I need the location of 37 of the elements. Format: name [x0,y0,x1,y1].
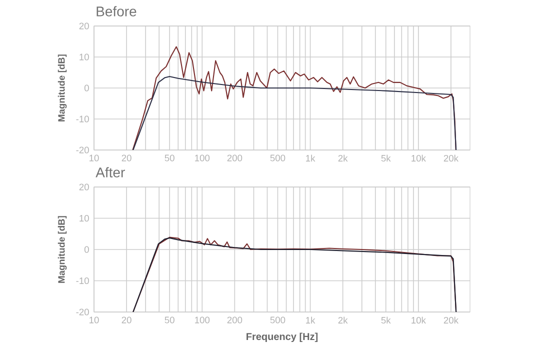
x-tick-label: 20 [122,154,132,162]
y-tick-label: -20 [76,308,89,316]
x-tick-label: 5k [381,154,391,162]
x-tick-label: 200 [227,154,242,162]
y-tick-label: 20 [79,22,89,30]
x-tick-label: 50 [164,154,174,162]
y-tick-label: 10 [80,214,89,222]
y-tick-label: -10 [76,277,89,284]
x-tick-label: 1k [306,154,316,162]
x-tick-label: 10k [412,316,426,324]
x-tick-label: 2k [338,316,348,324]
x-tick-label: 10k [412,154,426,162]
y-axis-title: Magnitude [dB] [58,216,67,283]
x-tick-label: 200 [227,316,242,324]
y-tick-label: 10 [80,54,89,60]
x-tick-label: 50 [164,316,174,324]
x-tick-label: 20 [122,316,132,324]
x-tick-label: 100 [195,154,210,162]
x-tick-label: 20k [444,154,458,162]
y-tick-label: 20 [79,184,89,190]
x-tick-label: 1k [306,316,316,324]
chart-title: Before [96,6,136,16]
y-tick-label: -10 [76,116,89,122]
x-tick-label: 5k [381,316,391,324]
x-tick-label: 2k [338,154,348,162]
x-tick-label: 500 [270,154,286,162]
x-axis-title: Frequency [Hz] [246,332,318,342]
x-tick-label: 20k [444,316,458,324]
y-tick-label: 0 [84,84,89,92]
x-tick-label: 500 [270,316,286,324]
y-tick-label: 0 [84,246,89,253]
x-tick-label: 10 [90,154,99,162]
y-tick-label: -20 [76,146,89,154]
x-tick-label: 10 [90,316,99,324]
y-axis-title: Magnitude [dB] [58,54,67,122]
chart-title: After [96,167,125,178]
x-tick-label: 100 [195,316,210,324]
